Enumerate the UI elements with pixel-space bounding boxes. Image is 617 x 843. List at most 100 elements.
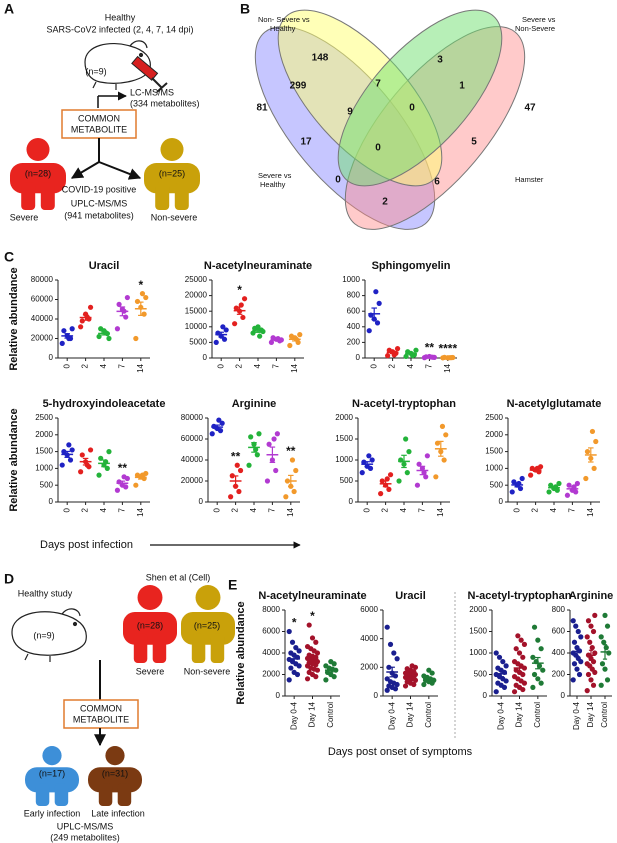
y-tick-label: 25000 [185, 275, 208, 284]
data-point [584, 688, 590, 694]
text: (334 metabolites) [130, 98, 200, 108]
data-point [584, 661, 590, 667]
data-point [584, 449, 591, 455]
chart-title: N-acetylneuraminate [204, 260, 312, 272]
data-point [396, 478, 402, 484]
x-tick-label: 2 [235, 363, 244, 368]
venn-count: 148 [312, 53, 329, 64]
data-point [106, 449, 112, 455]
text: COMMON [78, 113, 120, 123]
person [25, 746, 79, 806]
data-point [297, 332, 303, 338]
data-point [588, 623, 594, 629]
data-point [602, 612, 608, 618]
venn-count: 0 [409, 103, 415, 114]
data-point [209, 431, 215, 437]
person-leg [133, 633, 148, 663]
data-point [379, 478, 385, 484]
y-tick-label: 15000 [185, 306, 208, 315]
text: (941 metabolites) [64, 210, 134, 220]
chart-title: Arginine [232, 398, 277, 410]
y-tick-label: 0 [49, 497, 54, 506]
x-tick-label: 14 [136, 507, 145, 516]
text: (n=28) [25, 168, 51, 178]
text: Non-severe [151, 212, 198, 222]
data-point [574, 666, 580, 672]
venn-count: 3 [437, 55, 443, 66]
venn-set-label: Severe vs [258, 171, 292, 180]
data-point [385, 353, 391, 359]
person-leg [155, 182, 170, 210]
venn-count: 1 [459, 81, 465, 92]
data-point [313, 639, 319, 645]
x-tick-label: 2 [81, 363, 90, 368]
syringe [131, 55, 168, 93]
x-tick-label: 2 [381, 507, 390, 512]
venn-set-label: Hamster [515, 175, 544, 184]
venn-set-label: Non- Severe vs [258, 15, 310, 24]
chart-title: Uracil [395, 590, 426, 602]
data-point [134, 472, 141, 478]
data-point [413, 347, 419, 353]
text: SARS-CoV2 infected (2, 4, 7, 14 dpi) [46, 24, 193, 34]
data-point [271, 436, 277, 442]
y-tick-label: 1000 [485, 464, 503, 473]
significance: ** [118, 461, 128, 475]
data-point [578, 634, 584, 640]
x-tick-label: Day 14 [406, 701, 415, 727]
data-point [359, 470, 365, 476]
data-point [293, 645, 299, 651]
text: LC-MS/MS [130, 87, 174, 97]
x-tick-label: 0 [212, 507, 221, 512]
x-tick-label: 4 [99, 363, 108, 368]
data-point [591, 465, 597, 471]
y-tick-label: 2000 [262, 670, 280, 679]
data-point [304, 643, 311, 650]
data-point [373, 289, 379, 295]
person-head [105, 746, 125, 766]
significance: ** [286, 444, 296, 458]
data-point [604, 623, 611, 629]
text: (n=9) [33, 630, 54, 640]
text: (n=9) [85, 66, 106, 76]
y-tick-label: 2000 [360, 662, 378, 671]
arrow [98, 161, 142, 180]
data-point [443, 432, 449, 438]
data-point [233, 305, 239, 311]
y-tick-label: 6000 [262, 627, 280, 636]
venn-set-label: Severe vs [522, 15, 556, 24]
data-point [511, 689, 518, 695]
data-point [240, 314, 246, 321]
x-tick-label: Control [533, 702, 542, 728]
data-point [593, 438, 599, 445]
y-tick-label: 80000 [31, 275, 54, 284]
data-point [256, 431, 262, 437]
data-point [570, 618, 576, 624]
box [63, 699, 139, 729]
chart-title: Uracil [89, 260, 120, 272]
data-point [266, 441, 272, 447]
data-point [291, 669, 297, 675]
y-tick-label: 500 [340, 476, 354, 485]
data-point [221, 336, 228, 342]
data-point [67, 457, 74, 463]
y-tick-label: 2500 [35, 413, 53, 422]
x-tick-label: 0 [362, 507, 371, 512]
data-point [496, 654, 503, 660]
data-point [511, 659, 518, 665]
y-tick-label: 2500 [485, 413, 503, 422]
text: (n=17) [39, 768, 65, 778]
data-point [96, 472, 102, 478]
data-point [273, 467, 279, 474]
data-point [589, 428, 596, 435]
data-point [530, 684, 536, 691]
y-tick-label: 2000 [469, 605, 487, 614]
y-tick-label: 200 [347, 338, 361, 347]
data-point [599, 661, 606, 667]
data-point [584, 634, 590, 640]
text: Shen et al (Cell) [146, 572, 211, 582]
venn-count: 2 [382, 197, 388, 208]
data-point [291, 488, 297, 495]
person-leg [98, 783, 113, 806]
